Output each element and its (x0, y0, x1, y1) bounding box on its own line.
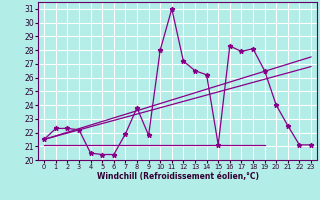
X-axis label: Windchill (Refroidissement éolien,°C): Windchill (Refroidissement éolien,°C) (97, 172, 259, 181)
